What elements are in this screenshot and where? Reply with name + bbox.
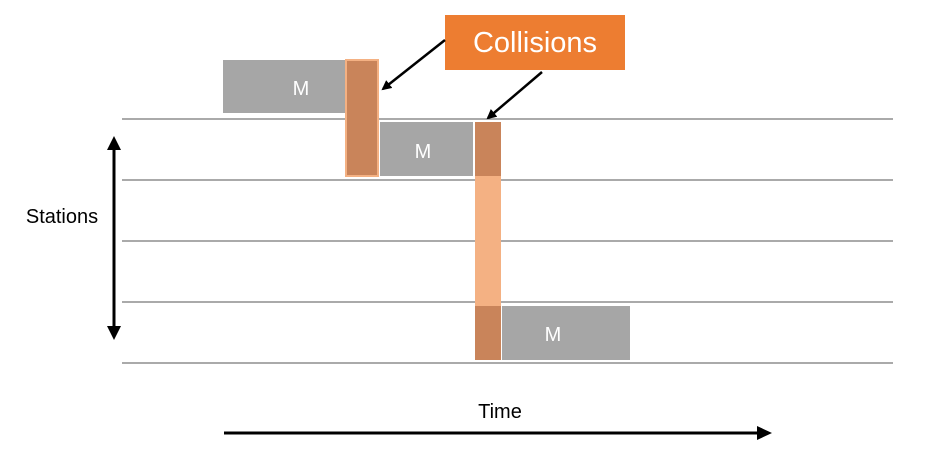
collision-band-1 [345,59,379,177]
stations-label: Stations [26,206,98,228]
arrow-right-icon [757,426,772,440]
message-block-2 [380,122,473,176]
message-block-1 [223,60,346,113]
collisions-callout-box [445,15,625,70]
time-label: Time [478,401,522,423]
collision-overlap-top [475,122,501,176]
collisions-callout-text: Collisions [473,27,597,59]
arrow-down-icon [107,326,121,340]
arrow-up-icon [107,136,121,150]
message-label: M [293,78,310,100]
message-label: M [545,324,562,346]
callout-arrow-1 [381,39,446,91]
message-label: M [415,141,432,163]
callout-arrow-2 [486,71,543,120]
message-block-3 [502,306,630,360]
collision-overlap-bottom [475,306,501,360]
